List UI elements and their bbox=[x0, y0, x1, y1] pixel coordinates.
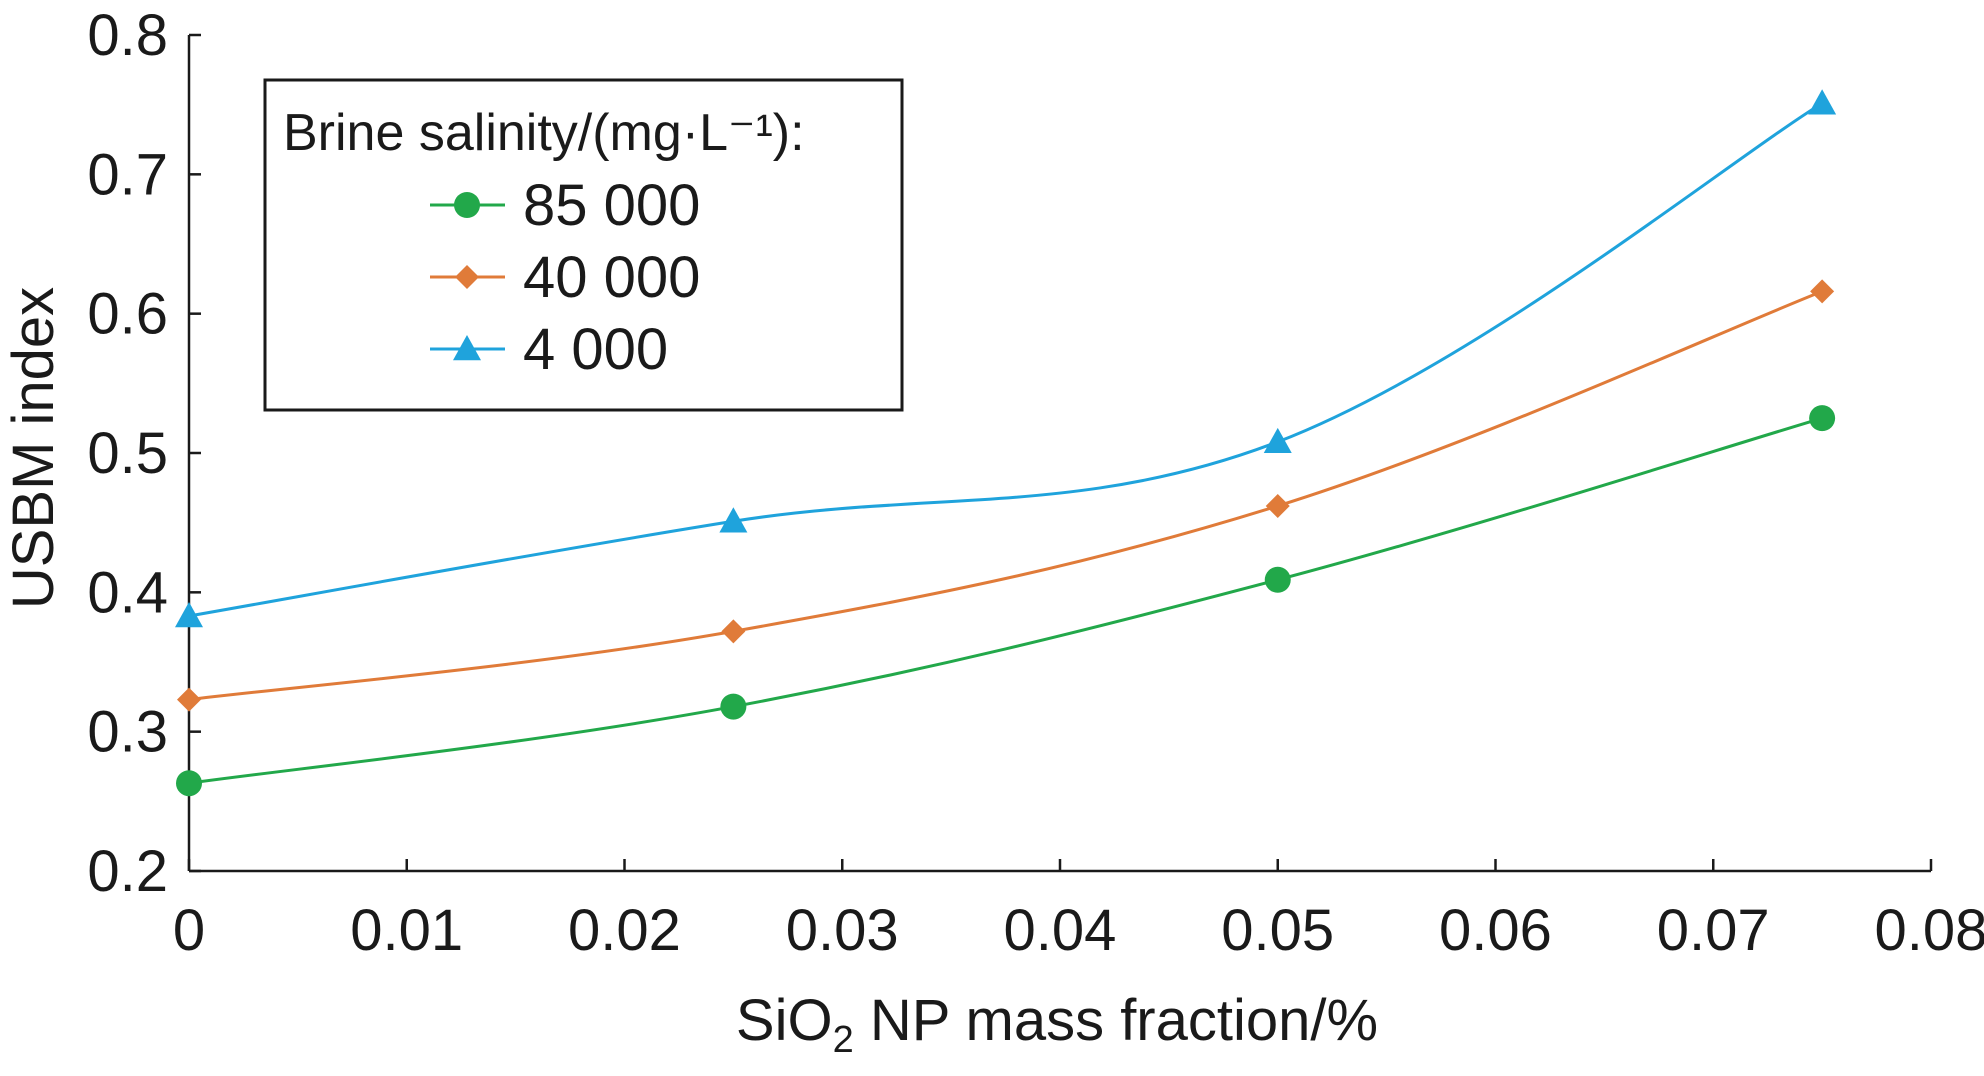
legend-marker bbox=[454, 192, 480, 218]
axes: 0 0.01 0.02 0.03 0.04 0.05 0.06 0.07 0.08 0.2 0.3 0… bbox=[87, 3, 1984, 963]
series-line bbox=[188, 289, 1823, 702]
y-tick-label: 0.6 bbox=[87, 282, 168, 347]
series-layer bbox=[175, 89, 1837, 797]
data-point-circle bbox=[1809, 405, 1836, 432]
legend-title: Brine salinity/(mg·L⁻¹): bbox=[283, 104, 805, 162]
legend-items: 85 000 40 000 4 000 bbox=[430, 173, 700, 382]
legend-label: 4 000 bbox=[523, 317, 668, 382]
legend-marker bbox=[455, 265, 479, 289]
data-point-triangle bbox=[1263, 427, 1292, 454]
y-tick-label: 0.7 bbox=[87, 142, 168, 207]
legend-box bbox=[263, 78, 904, 412]
x-axis-title-rest: NP mass fraction/% bbox=[854, 988, 1378, 1053]
data-point-diamond bbox=[177, 687, 201, 712]
data-point-circle bbox=[720, 693, 747, 720]
x-tick-label: 0.05 bbox=[1221, 898, 1334, 963]
legend-label: 40 000 bbox=[523, 245, 700, 310]
series-1 bbox=[177, 279, 1835, 712]
x-tick-label: 0.02 bbox=[568, 898, 681, 963]
data-point-diamond bbox=[721, 619, 746, 644]
series-0 bbox=[176, 405, 1836, 797]
data-point-circle bbox=[176, 770, 202, 797]
series-line bbox=[188, 101, 1823, 618]
x-tick-label: 0.03 bbox=[786, 898, 899, 963]
y-tick-label: 0.3 bbox=[87, 700, 168, 765]
x-tick-label: 0.08 bbox=[1875, 898, 1984, 963]
y-tick-label: 0.5 bbox=[87, 421, 168, 486]
y-tick-label: 0.8 bbox=[87, 3, 168, 68]
data-point-triangle bbox=[719, 507, 748, 533]
x-tick-label: 0.06 bbox=[1439, 898, 1552, 963]
legend: Brine salinity/(mg·L⁻¹): 85 000 40 000 4 0… bbox=[263, 78, 904, 412]
x-tick-label: 0.07 bbox=[1657, 898, 1770, 963]
legend-item: 85 000 bbox=[430, 173, 700, 238]
data-point-circle bbox=[1264, 566, 1291, 593]
legend-item: 40 000 bbox=[430, 245, 700, 310]
x-tick-label: 0.04 bbox=[1004, 898, 1117, 963]
y-tick-label: 0.2 bbox=[87, 839, 168, 904]
x-tick-label: 0 bbox=[173, 898, 205, 963]
y-axis-title: USBM index bbox=[1, 287, 66, 609]
y-tick-label: 0.4 bbox=[87, 560, 168, 625]
legend-marker bbox=[453, 335, 481, 361]
legend-label: 85 000 bbox=[523, 173, 700, 238]
data-point-diamond bbox=[1265, 493, 1290, 518]
x-axis-title-subscript: 2 bbox=[833, 1019, 854, 1061]
legend-item: 4 000 bbox=[430, 317, 668, 382]
data-point-triangle bbox=[1808, 89, 1837, 115]
series-line bbox=[188, 416, 1823, 785]
series-2 bbox=[175, 89, 1837, 628]
data-point-triangle bbox=[175, 602, 203, 628]
x-axis-title: SiO2 NP mass fraction/% bbox=[736, 988, 1378, 1061]
x-tick-label: 0.01 bbox=[350, 898, 463, 963]
x-axis-title-main: SiO bbox=[736, 988, 833, 1053]
data-point-diamond bbox=[1810, 279, 1835, 304]
